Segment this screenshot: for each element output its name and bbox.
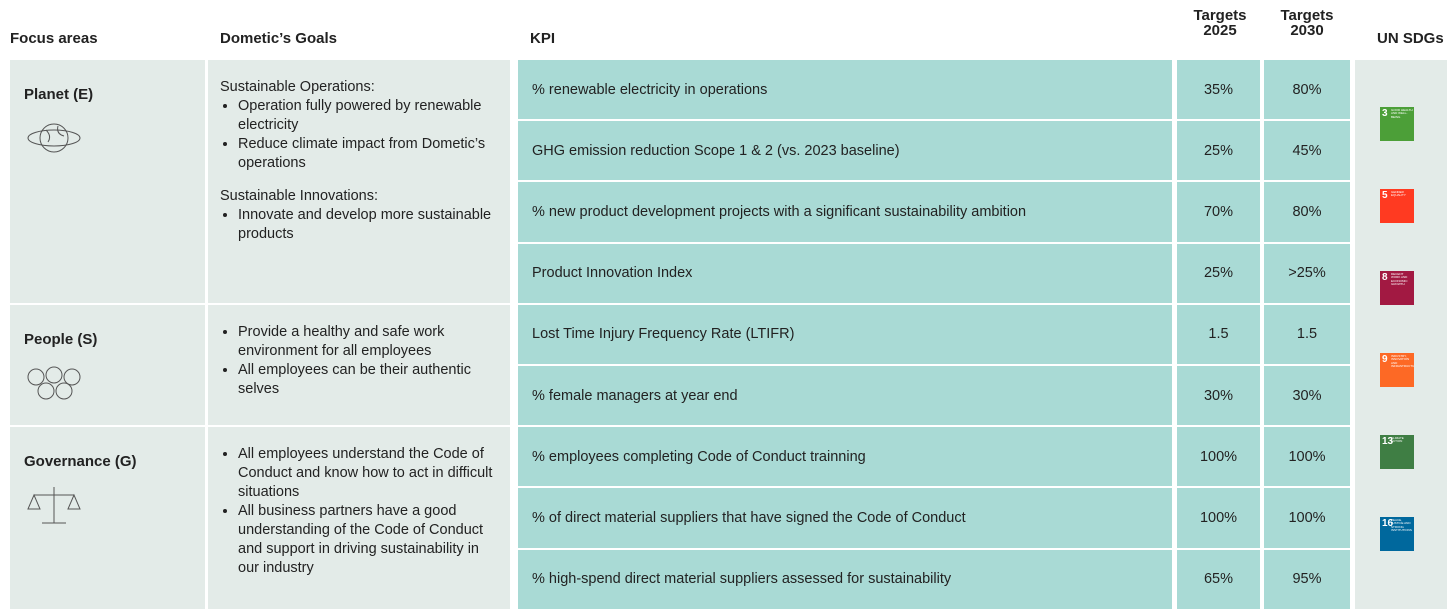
goal-list: Innovate and develop more sustainable pr… [220,206,500,244]
header-kpi: KPI [530,30,556,47]
target-2030: 95% [1264,549,1350,609]
sdg-number: 8 [1382,272,1388,283]
sdg-icon: 3 GOOD HEALTH AND WELL-BEING [1380,107,1414,141]
target-2025: 35% [1177,60,1260,120]
target-2025: 1.5 [1177,304,1260,364]
target-2025: 25% [1177,121,1260,181]
sdg-label: INDUSTRY, INNOVATION AND INFRASTRUCTURE [1391,354,1414,369]
focus-cell: People (S) [10,304,205,426]
focus-name: Planet (E) [24,86,94,103]
header-2025: Targets 2025 [1193,7,1247,39]
target-2030: 100% [1264,488,1350,548]
goal-bullet: Operation fully powered by renewable ele… [238,97,500,135]
kpi-cell: % renewable electricity in operations [518,60,1172,120]
goal-list: All employees understand the Code of Con… [220,445,500,578]
target-2030: 1.5 [1264,304,1350,364]
goal-bullet: Provide a healthy and safe work environm… [238,323,500,361]
kpi-cell: Lost Time Injury Frequency Rate (LTIFR) [518,304,1172,364]
focus-cell: Planet (E) [10,60,205,303]
header-focus: Focus areas [10,30,98,47]
target-2030: 30% [1264,366,1350,426]
target-2025: 65% [1177,549,1260,609]
sdg-label: GOOD HEALTH AND WELL-BEING [1391,108,1413,119]
goals-cell: Sustainable Operations: Operation fully p… [208,60,510,303]
sdg-icon: 8 DECENT WORK AND ECONOMIC GROWTH [1380,271,1414,305]
goals-cell: All employees understand the Code of Con… [208,427,510,609]
sdg-label: PEACE, JUSTICE AND STRONG INSTITUTIONS [1391,518,1412,533]
target-2025: 100% [1177,427,1260,487]
goals-cell: Provide a healthy and safe work environm… [208,304,510,426]
sdg-number: 3 [1382,108,1388,119]
target-2030: 80% [1264,60,1350,120]
target-2030: >25% [1264,243,1350,303]
sdg-number: 5 [1382,190,1388,201]
header-sdgs: UN SDGs [1377,30,1444,47]
focus-name: Governance (G) [24,453,137,471]
kpi-cell: % employees completing Code of Conduct t… [518,427,1172,487]
focus-icon [27,123,81,153]
target-2030: 45% [1264,121,1350,181]
header-goals: Dometic’s Goals [220,30,337,47]
goal-bullet: All business partners have a good unders… [238,502,500,578]
focus-cell: Governance (G) [10,427,205,609]
target-2030: 80% [1264,182,1350,242]
sdg-icon: 13 CLIMATE ACTION [1380,435,1414,469]
goal-list: Provide a healthy and safe work environm… [220,323,500,399]
target-2025: 25% [1177,243,1260,303]
goal-list: Operation fully powered by renewable ele… [220,97,500,173]
sdg-icon: 16 PEACE, JUSTICE AND STRONG INSTITUTIONS [1380,517,1414,551]
header-2030: Targets 2030 [1280,7,1334,39]
goal-bullet: Reduce climate impact from Dometic’s ope… [238,135,500,173]
sdg-number: 9 [1382,354,1388,365]
sdg-icon: 5 GENDER EQUALITY [1380,189,1414,223]
target-2025: 100% [1177,488,1260,548]
sdg-label: GENDER EQUALITY [1391,190,1406,198]
goal-bullet: All employees understand the Code of Con… [238,445,500,502]
sdg-label: CLIMATE ACTION [1391,436,1404,444]
goal-bullet: Innovate and develop more sustainable pr… [238,206,500,244]
kpi-cell: % high-spend direct material suppliers a… [518,549,1172,609]
kpi-cell: GHG emission reduction Scope 1 & 2 (vs. … [518,121,1172,181]
kpi-cell: Product Innovation Index [518,243,1172,303]
sdg-label: DECENT WORK AND ECONOMIC GROWTH [1391,272,1408,287]
kpi-cell: % of direct material suppliers that have… [518,488,1172,548]
target-2025: 70% [1177,182,1260,242]
target-2025: 30% [1177,366,1260,426]
focus-icon [27,487,81,524]
kpi-cell: % female managers at year end [518,366,1172,426]
goal-heading: Sustainable Operations: [220,79,375,95]
sdg-number: 16 [1382,518,1394,529]
focus-icon [27,366,81,400]
sdg-number: 13 [1382,436,1394,447]
goal-bullet: All employees can be their authentic sel… [238,361,500,399]
kpi-cell: % new product development projects with … [518,182,1172,242]
focus-name: People (S) [24,330,98,348]
target-2030: 100% [1264,427,1350,487]
goal-heading: Sustainable Innovations: [220,188,378,204]
